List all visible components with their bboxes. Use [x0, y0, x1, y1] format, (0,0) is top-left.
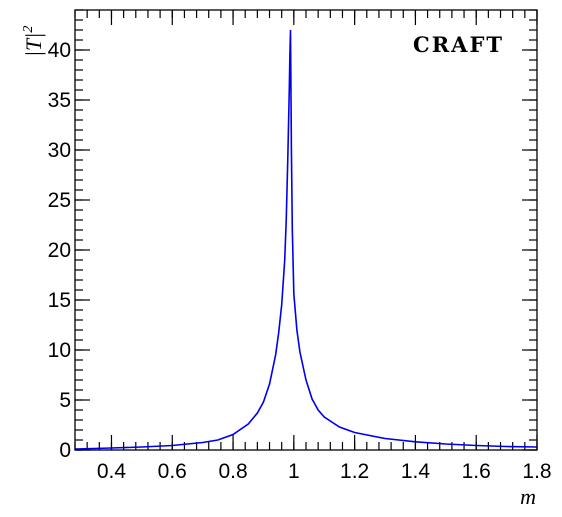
y-tick-label: 0: [59, 439, 71, 462]
y-tick-label: 40: [48, 39, 71, 62]
y-tick-label: 20: [48, 239, 71, 262]
x-tick-label: 1: [288, 460, 300, 483]
y-tick-label: 15: [48, 289, 71, 312]
x-tick-label: 1.2: [340, 460, 369, 483]
svg-text:|T|2: |T|2: [21, 26, 46, 57]
x-tick-label: 1.6: [462, 460, 491, 483]
x-tick-label: 0.8: [218, 460, 247, 483]
y-axis-label: |T|2: [21, 26, 46, 57]
y-tick-label: 5: [59, 389, 71, 412]
series-line: [74, 29, 538, 450]
y-tick-label: 35: [48, 89, 71, 112]
plot-frame: [74, 9, 538, 451]
y-tick-label: 10: [48, 339, 71, 362]
x-tick-label: 0.6: [158, 460, 187, 483]
x-tick-label: 1.4: [401, 460, 431, 483]
chart-annotation: CRAFT: [413, 32, 504, 57]
x-tick-labels: 0.4 0.6 0.8 1 1.2 1.4 1.6 1.8: [97, 460, 552, 483]
y-minor-ticks: [75, 9, 537, 451]
y-axis-label-superscript: 2: [21, 26, 36, 33]
y-tick-label: 25: [48, 189, 71, 212]
x-minor-ticks: [74, 10, 538, 450]
y-axis-label-text: |T|: [21, 33, 46, 57]
x-major-ticks: [110, 10, 538, 450]
y-tick-labels: 0 5 10 15 20 25 30 35 40: [48, 39, 71, 462]
x-tick-label: 1.8: [522, 460, 551, 483]
y-tick-label: 30: [48, 139, 71, 162]
x-axis-label: m: [520, 484, 536, 509]
y-major-ticks: [75, 49, 537, 451]
x-tick-label: 0.4: [97, 460, 127, 483]
